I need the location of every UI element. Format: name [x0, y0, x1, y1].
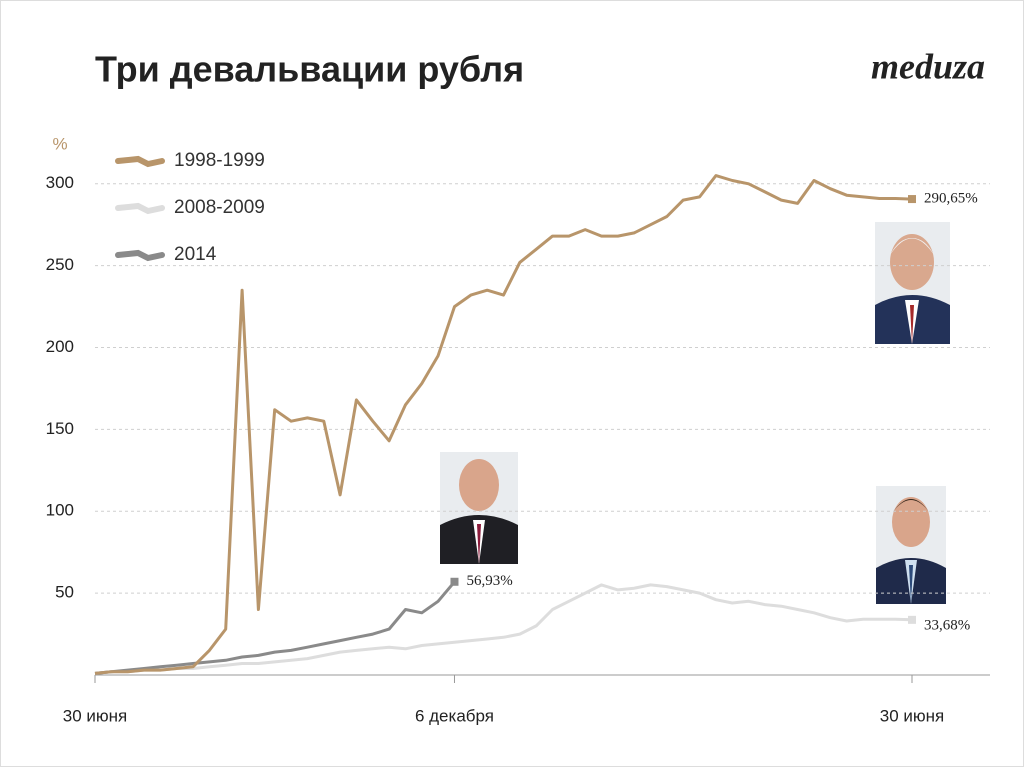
- legend-label: 2014: [174, 244, 217, 265]
- x-tick-label: 30 июня: [63, 706, 127, 725]
- chart-title: Три девальвации рубля: [95, 49, 524, 90]
- y-tick-label: 300: [46, 173, 74, 192]
- end-marker: [908, 195, 916, 204]
- photo-yeltsin: [875, 222, 950, 344]
- y-tick-label: 50: [55, 583, 74, 602]
- brand-logo: meduza: [871, 46, 985, 86]
- x-tick-label: 30 июня: [880, 706, 944, 725]
- legend-swatch: [115, 155, 165, 168]
- y-tick-label: 250: [46, 255, 74, 274]
- y-tick-label: 150: [46, 419, 74, 438]
- end-marker: [908, 615, 916, 624]
- series-line: [94, 583, 913, 675]
- legend-swatch: [115, 202, 165, 215]
- series-line: [94, 580, 456, 675]
- end-marker: [450, 577, 459, 586]
- y-tick-label: 200: [46, 337, 74, 356]
- x-tick-label: 6 декабря: [415, 706, 494, 725]
- value-label: 290,65%: [924, 190, 978, 206]
- legend-label: 1998-1999: [174, 150, 265, 171]
- y-axis-label: %: [52, 134, 67, 153]
- value-label: 56,93%: [466, 573, 512, 589]
- legend-swatch: [115, 249, 165, 262]
- legend-label: 2008-2009: [174, 197, 265, 218]
- photo-putin: [440, 452, 518, 564]
- y-tick-label: 100: [46, 501, 74, 520]
- series-line: [94, 174, 913, 675]
- photo-medvedev: [876, 486, 946, 604]
- value-label: 33,68%: [924, 617, 970, 633]
